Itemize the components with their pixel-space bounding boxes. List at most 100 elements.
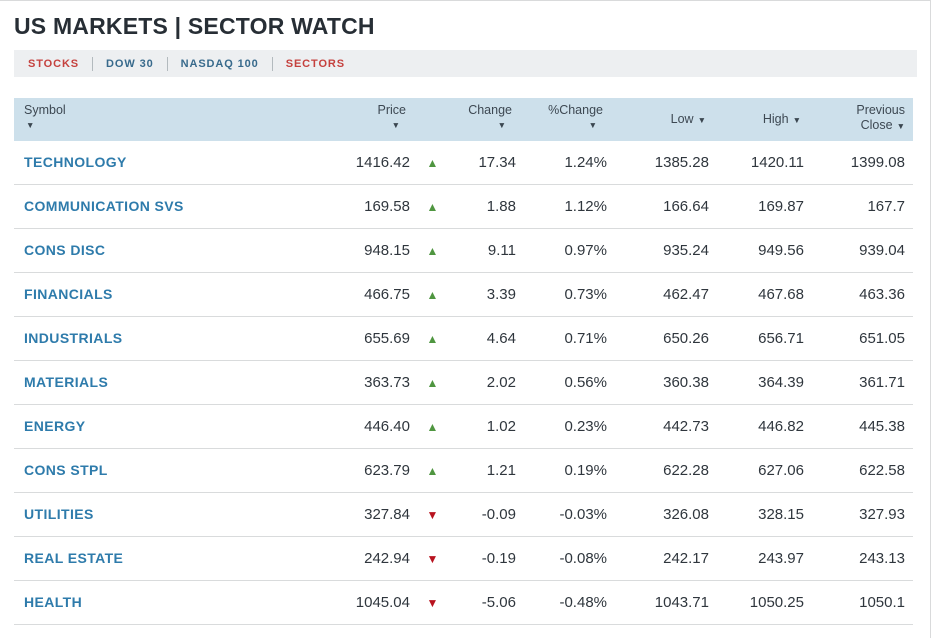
change-cell: 9.11 [455, 228, 516, 273]
low-cell: 1043.71 [607, 580, 709, 625]
sort-desc-icon: ▼ [697, 115, 706, 125]
high-cell: 1420.11 [709, 141, 804, 185]
pct-change-cell: 0.23% [516, 404, 607, 449]
price-cell: 623.79 [345, 448, 410, 493]
column-label: Price [377, 103, 406, 117]
symbol-cell: UTILITIES [14, 492, 345, 537]
column-header-pct-change[interactable]: %Change ▼ [516, 98, 607, 141]
direction-cell: ▼ [410, 536, 455, 581]
tab-nasdaq-100[interactable]: NASDAQ 100 [180, 57, 259, 70]
low-cell: 622.28 [607, 448, 709, 493]
sector-link[interactable]: ENERGY [24, 418, 86, 434]
direction-cell: ▲ [410, 272, 455, 317]
sector-link[interactable]: MATERIALS [24, 374, 109, 390]
sector-link[interactable]: INDUSTRIALS [24, 330, 123, 346]
down-arrow-icon: ▼ [426, 552, 439, 566]
table-row: CONS STPL 623.79 ▲ 1.21 0.19% 622.28 627.06 622… [14, 448, 913, 493]
sector-link[interactable]: CONS DISC [24, 242, 106, 258]
sector-link[interactable]: CONS STPL [24, 462, 108, 478]
table-row: CONS DISC 948.15 ▲ 9.11 0.97% 935.24 949.56 939… [14, 228, 913, 273]
prev-close-cell: 167.7 [804, 184, 913, 229]
up-arrow-icon: ▲ [426, 288, 439, 302]
symbol-cell: MATERIALS [14, 360, 345, 405]
price-cell: 242.94 [345, 536, 410, 581]
down-arrow-icon: ▼ [426, 508, 439, 522]
direction-cell: ▲ [410, 228, 455, 273]
price-cell: 1416.42 [345, 141, 410, 185]
low-cell: 442.73 [607, 404, 709, 449]
price-cell: 1045.04 [345, 580, 410, 625]
column-label: Symbol [24, 103, 66, 117]
prev-close-cell: 445.38 [804, 404, 913, 449]
sort-desc-icon: ▼ [391, 120, 400, 130]
column-header-high[interactable]: High ▼ [709, 98, 804, 141]
price-cell: 466.75 [345, 272, 410, 317]
table-row: REAL ESTATE 242.94 ▼ -0.19 -0.08% 242.17 243.9… [14, 536, 913, 581]
column-header-prev-close[interactable]: Previous Close ▼ [804, 98, 913, 141]
prev-close-cell: 1399.08 [804, 141, 913, 185]
symbol-cell: COMMUNICATION SVS [14, 184, 345, 229]
sector-link[interactable]: FINANCIALS [24, 286, 113, 302]
price-cell: 948.15 [345, 228, 410, 273]
change-cell: 1.88 [455, 184, 516, 229]
change-cell: 1.02 [455, 404, 516, 449]
sort-desc-icon: ▼ [497, 120, 506, 130]
column-header-price[interactable]: Price ▼ [345, 98, 410, 141]
prev-close-cell: 243.13 [804, 536, 913, 581]
sector-link[interactable]: REAL ESTATE [24, 550, 124, 566]
page-title: US MARKETS | SECTOR WATCH [14, 13, 375, 39]
tab-separator [166, 56, 168, 71]
column-header-low[interactable]: Low ▼ [607, 98, 709, 141]
prev-close-cell: 463.36 [804, 272, 913, 317]
symbol-cell: INDUSTRIALS [14, 316, 345, 361]
low-cell: 462.47 [607, 272, 709, 317]
up-arrow-icon: ▲ [426, 200, 439, 214]
direction-cell: ▲ [410, 448, 455, 493]
sector-link[interactable]: COMMUNICATION SVS [24, 198, 184, 214]
high-cell: 364.39 [709, 360, 804, 405]
column-label: High [762, 112, 789, 126]
pct-change-cell: -0.48% [516, 580, 607, 625]
market-tabbar: STOCKS DOW 30 NASDAQ 100 SECTORS [14, 50, 917, 77]
tab-separator [271, 56, 273, 71]
table-row: UTILITIES 327.84 ▼ -0.09 -0.03% 326.08 328.15 3… [14, 492, 913, 537]
sector-link[interactable]: UTILITIES [24, 506, 94, 522]
prev-close-cell: 651.05 [804, 316, 913, 361]
sector-link[interactable]: TECHNOLOGY [24, 154, 127, 170]
table-row: HEALTH 1045.04 ▼ -5.06 -0.48% 1043.71 1050.25 1… [14, 580, 913, 625]
low-cell: 326.08 [607, 492, 709, 537]
symbol-cell: CONS DISC [14, 228, 345, 273]
symbol-cell: CONS STPL [14, 448, 345, 493]
change-cell: 1.21 [455, 448, 516, 493]
column-label: Change [468, 103, 512, 117]
price-cell: 363.73 [345, 360, 410, 405]
up-arrow-icon: ▲ [426, 332, 439, 346]
high-cell: 446.82 [709, 404, 804, 449]
tab-sectors[interactable]: SECTORS [285, 57, 345, 70]
prev-close-cell: 622.58 [804, 448, 913, 493]
table-row: ENERGY 446.40 ▲ 1.02 0.23% 442.73 446.82 445.38 [14, 404, 913, 449]
table-row: COMMUNICATION SVS 169.58 ▲ 1.88 1.12% 166.64 1… [14, 184, 913, 229]
prev-close-cell: 361.71 [804, 360, 913, 405]
low-cell: 935.24 [607, 228, 709, 273]
sector-link[interactable]: HEALTH [24, 594, 83, 610]
column-header-direction-spacer [410, 98, 455, 141]
column-label: Previous [856, 103, 905, 117]
pct-change-cell: 0.73% [516, 272, 607, 317]
up-arrow-icon: ▲ [426, 244, 439, 258]
price-cell: 655.69 [345, 316, 410, 361]
column-header-symbol[interactable]: Symbol ▼ [14, 98, 345, 141]
column-header-change[interactable]: Change ▼ [455, 98, 516, 141]
price-cell: 327.84 [345, 492, 410, 537]
tab-dow-30[interactable]: DOW 30 [106, 57, 154, 70]
sort-desc-icon: ▼ [896, 121, 905, 131]
symbol-cell: ENERGY [14, 404, 345, 449]
direction-cell: ▲ [410, 404, 455, 449]
tab-stocks[interactable]: STOCKS [28, 57, 80, 70]
up-arrow-icon: ▲ [426, 376, 439, 390]
prev-close-cell: 327.93 [804, 492, 913, 537]
change-cell: -0.09 [455, 492, 516, 537]
pct-change-cell: -0.03% [516, 492, 607, 537]
sort-desc-icon: ▼ [792, 115, 801, 125]
